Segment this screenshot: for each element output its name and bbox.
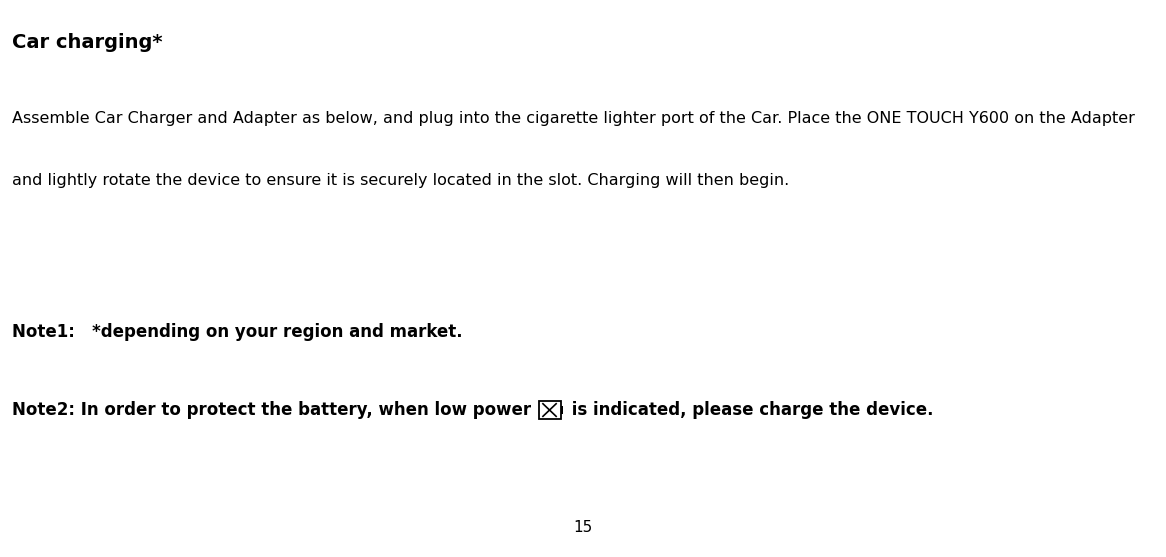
Text: 15: 15 [574,520,592,535]
Text: Car charging*: Car charging* [12,33,162,52]
Text: and lightly rotate the device to ensure it is securely located in the slot. Char: and lightly rotate the device to ensure … [12,173,789,188]
Bar [539,401,561,419]
Text: Note1:   *depending on your region and market.: Note1: *depending on your region and mar… [12,323,462,341]
Text: Note2: In order to protect the battery, when low power: Note2: In order to protect the battery, … [12,401,536,419]
Text: Assemble Car Charger and Adapter as below, and plug into the cigarette lighter p: Assemble Car Charger and Adapter as belo… [12,111,1135,126]
Text: is indicated, please charge the device.: is indicated, please charge the device. [567,401,934,419]
Bar [561,407,563,414]
